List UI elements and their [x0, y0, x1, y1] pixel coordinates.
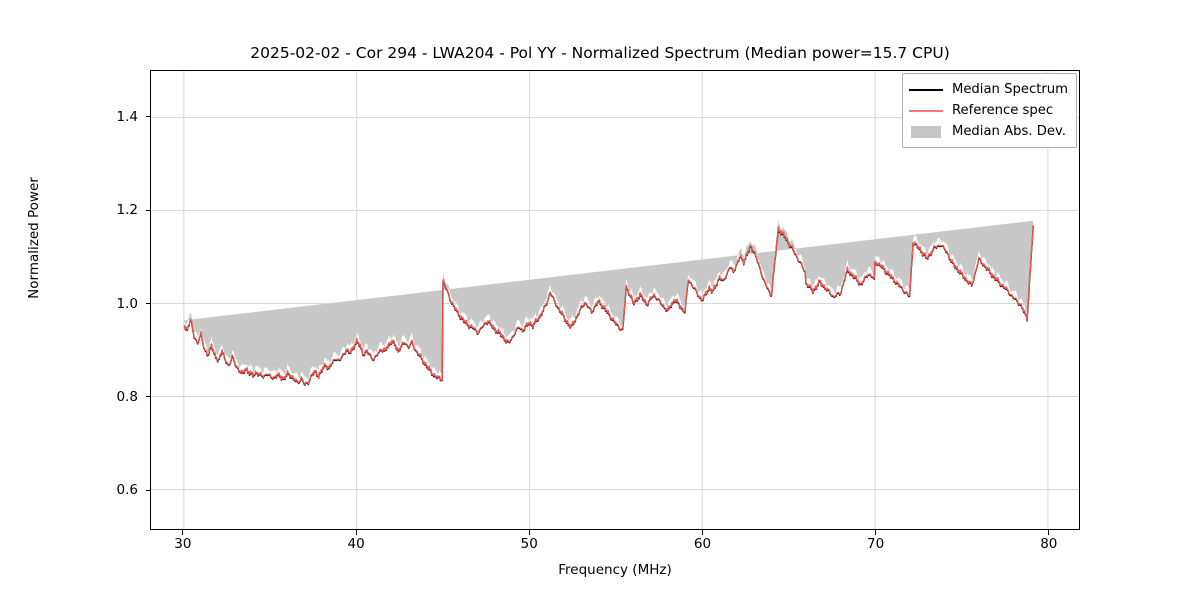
legend-label: Median Spectrum — [951, 82, 1068, 97]
plot-area: Median Spectrum Reference spec Median Ab… — [150, 70, 1080, 530]
x-tick-label: 80 — [1040, 536, 1058, 552]
median-abs-dev-band — [183, 219, 1034, 381]
spectrum-curves — [183, 219, 1034, 386]
x-axis-label: Frequency (MHz) — [558, 562, 672, 578]
legend-label: Median Abs. Dev. — [951, 124, 1066, 139]
legend-label: Reference spec — [951, 103, 1054, 118]
legend-item-reference-spec[interactable]: Reference spec — [908, 100, 1068, 121]
x-tick-mark — [701, 530, 704, 535]
legend-item-median-abs-dev[interactable]: Median Abs. Dev. — [909, 121, 1068, 142]
x-tick-label: 40 — [347, 536, 365, 552]
legend-item-median-spectrum[interactable]: Median Spectrum — [908, 79, 1068, 100]
x-tick-label: 50 — [520, 536, 538, 552]
y-tick-label: 1.2 — [116, 202, 138, 219]
x-tick-mark — [355, 530, 357, 535]
x-tick-label: 30 — [174, 536, 192, 552]
y-tick-label: 0.8 — [116, 388, 138, 405]
legend-key-patch — [909, 125, 943, 139]
y-tick-mark — [146, 209, 151, 211]
y-tick-label: 1.4 — [116, 108, 138, 125]
legend-key-line — [908, 83, 943, 97]
y-tick-mark — [146, 303, 151, 305]
x-tick-mark — [528, 530, 530, 535]
y-tick-mark — [146, 116, 151, 118]
legend-key-line — [908, 104, 943, 118]
y-axis-label: Normalized Power — [26, 177, 42, 299]
x-tick-mark — [182, 530, 184, 535]
legend[interactable]: Median Spectrum Reference spec Median Ab… — [901, 73, 1077, 148]
y-tick-mark — [146, 396, 151, 398]
x-tick-mark — [875, 530, 877, 535]
page-title: 2025-02-02 - Cor 294 - LWA204 - Pol YY -… — [250, 44, 950, 62]
y-tick-label: 1.0 — [116, 295, 138, 312]
y-tick-label: 0.6 — [116, 482, 138, 499]
reference-spec-line — [183, 224, 1034, 386]
x-tick-label: 60 — [693, 536, 712, 552]
x-tick-label: 70 — [867, 536, 885, 552]
y-axis-label-wrap: Normalized Power — [0, 0, 42, 299]
x-tick-mark — [1048, 530, 1050, 535]
y-tick-mark — [146, 489, 151, 491]
